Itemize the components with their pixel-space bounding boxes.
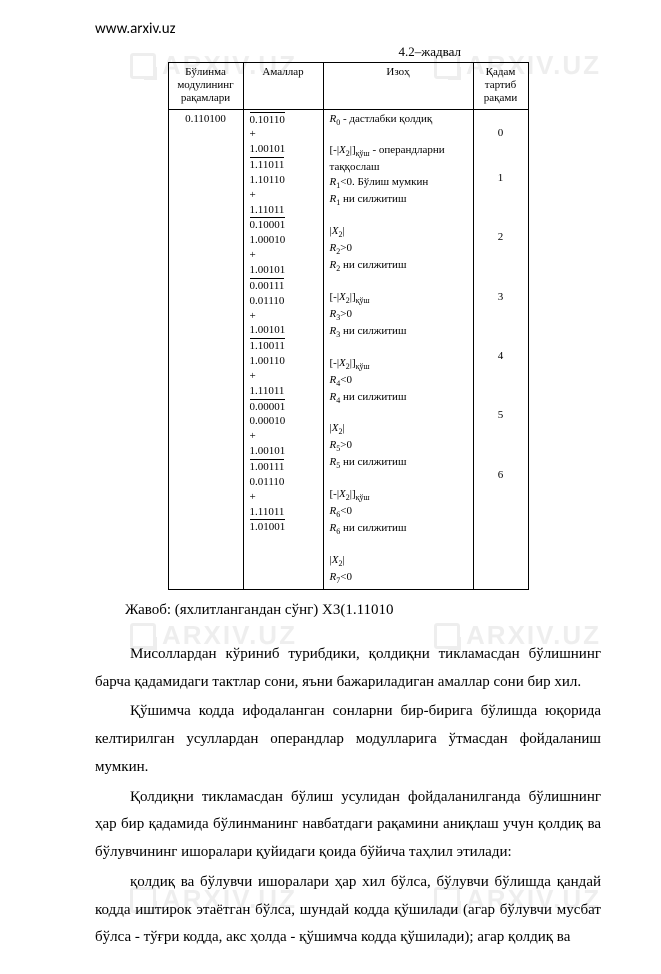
page-content: www.arxiv.uz 4.2–жадвал Бўлинма модулини…: [0, 0, 661, 974]
paragraph: Мисоллардан кўриниб турибдики, қолдиқни …: [95, 641, 601, 697]
table-header: Изоҳ: [323, 63, 473, 110]
site-url: www.arxiv.uz: [95, 20, 601, 38]
paragraph: қолдиқ ва бўлувчи ишоралари ҳар хил бўлс…: [95, 869, 601, 952]
table-header: Амаллар: [243, 63, 323, 110]
amal-cell: 0.10110+1.001011.110111.10110+1.110110.1…: [243, 109, 323, 589]
table-header: Бўлинма модулининг рақамлари: [168, 63, 243, 110]
table-caption: 4.2–жадвал: [95, 44, 601, 60]
step-cell: 0 1 2 3 4 5 6: [473, 109, 528, 589]
paragraph: Қўшимча кодда ифодаланган сонларни бир-б…: [95, 698, 601, 781]
calculation-table: Бўлинма модулининг рақамлари Амаллар Изо…: [168, 62, 529, 590]
paragraph: Қолдиқни тикламасдан бўлиш усулидан фойд…: [95, 784, 601, 867]
answer-line: Жавоб: (яхлитлангандан сўнг) X3(1.11010: [125, 602, 601, 619]
table-header: Қадам тартиб рақами: [473, 63, 528, 110]
table-row: 0.1101000.10110+1.001011.110111.10110+1.…: [168, 109, 528, 589]
izoh-cell: R0 - дастлабки қолдиқ [-|X2|]қўш - опера…: [323, 109, 473, 589]
table-header-row: Бўлинма модулининг рақамлари Амаллар Изо…: [168, 63, 528, 110]
module-cell: 0.110100: [168, 109, 243, 589]
